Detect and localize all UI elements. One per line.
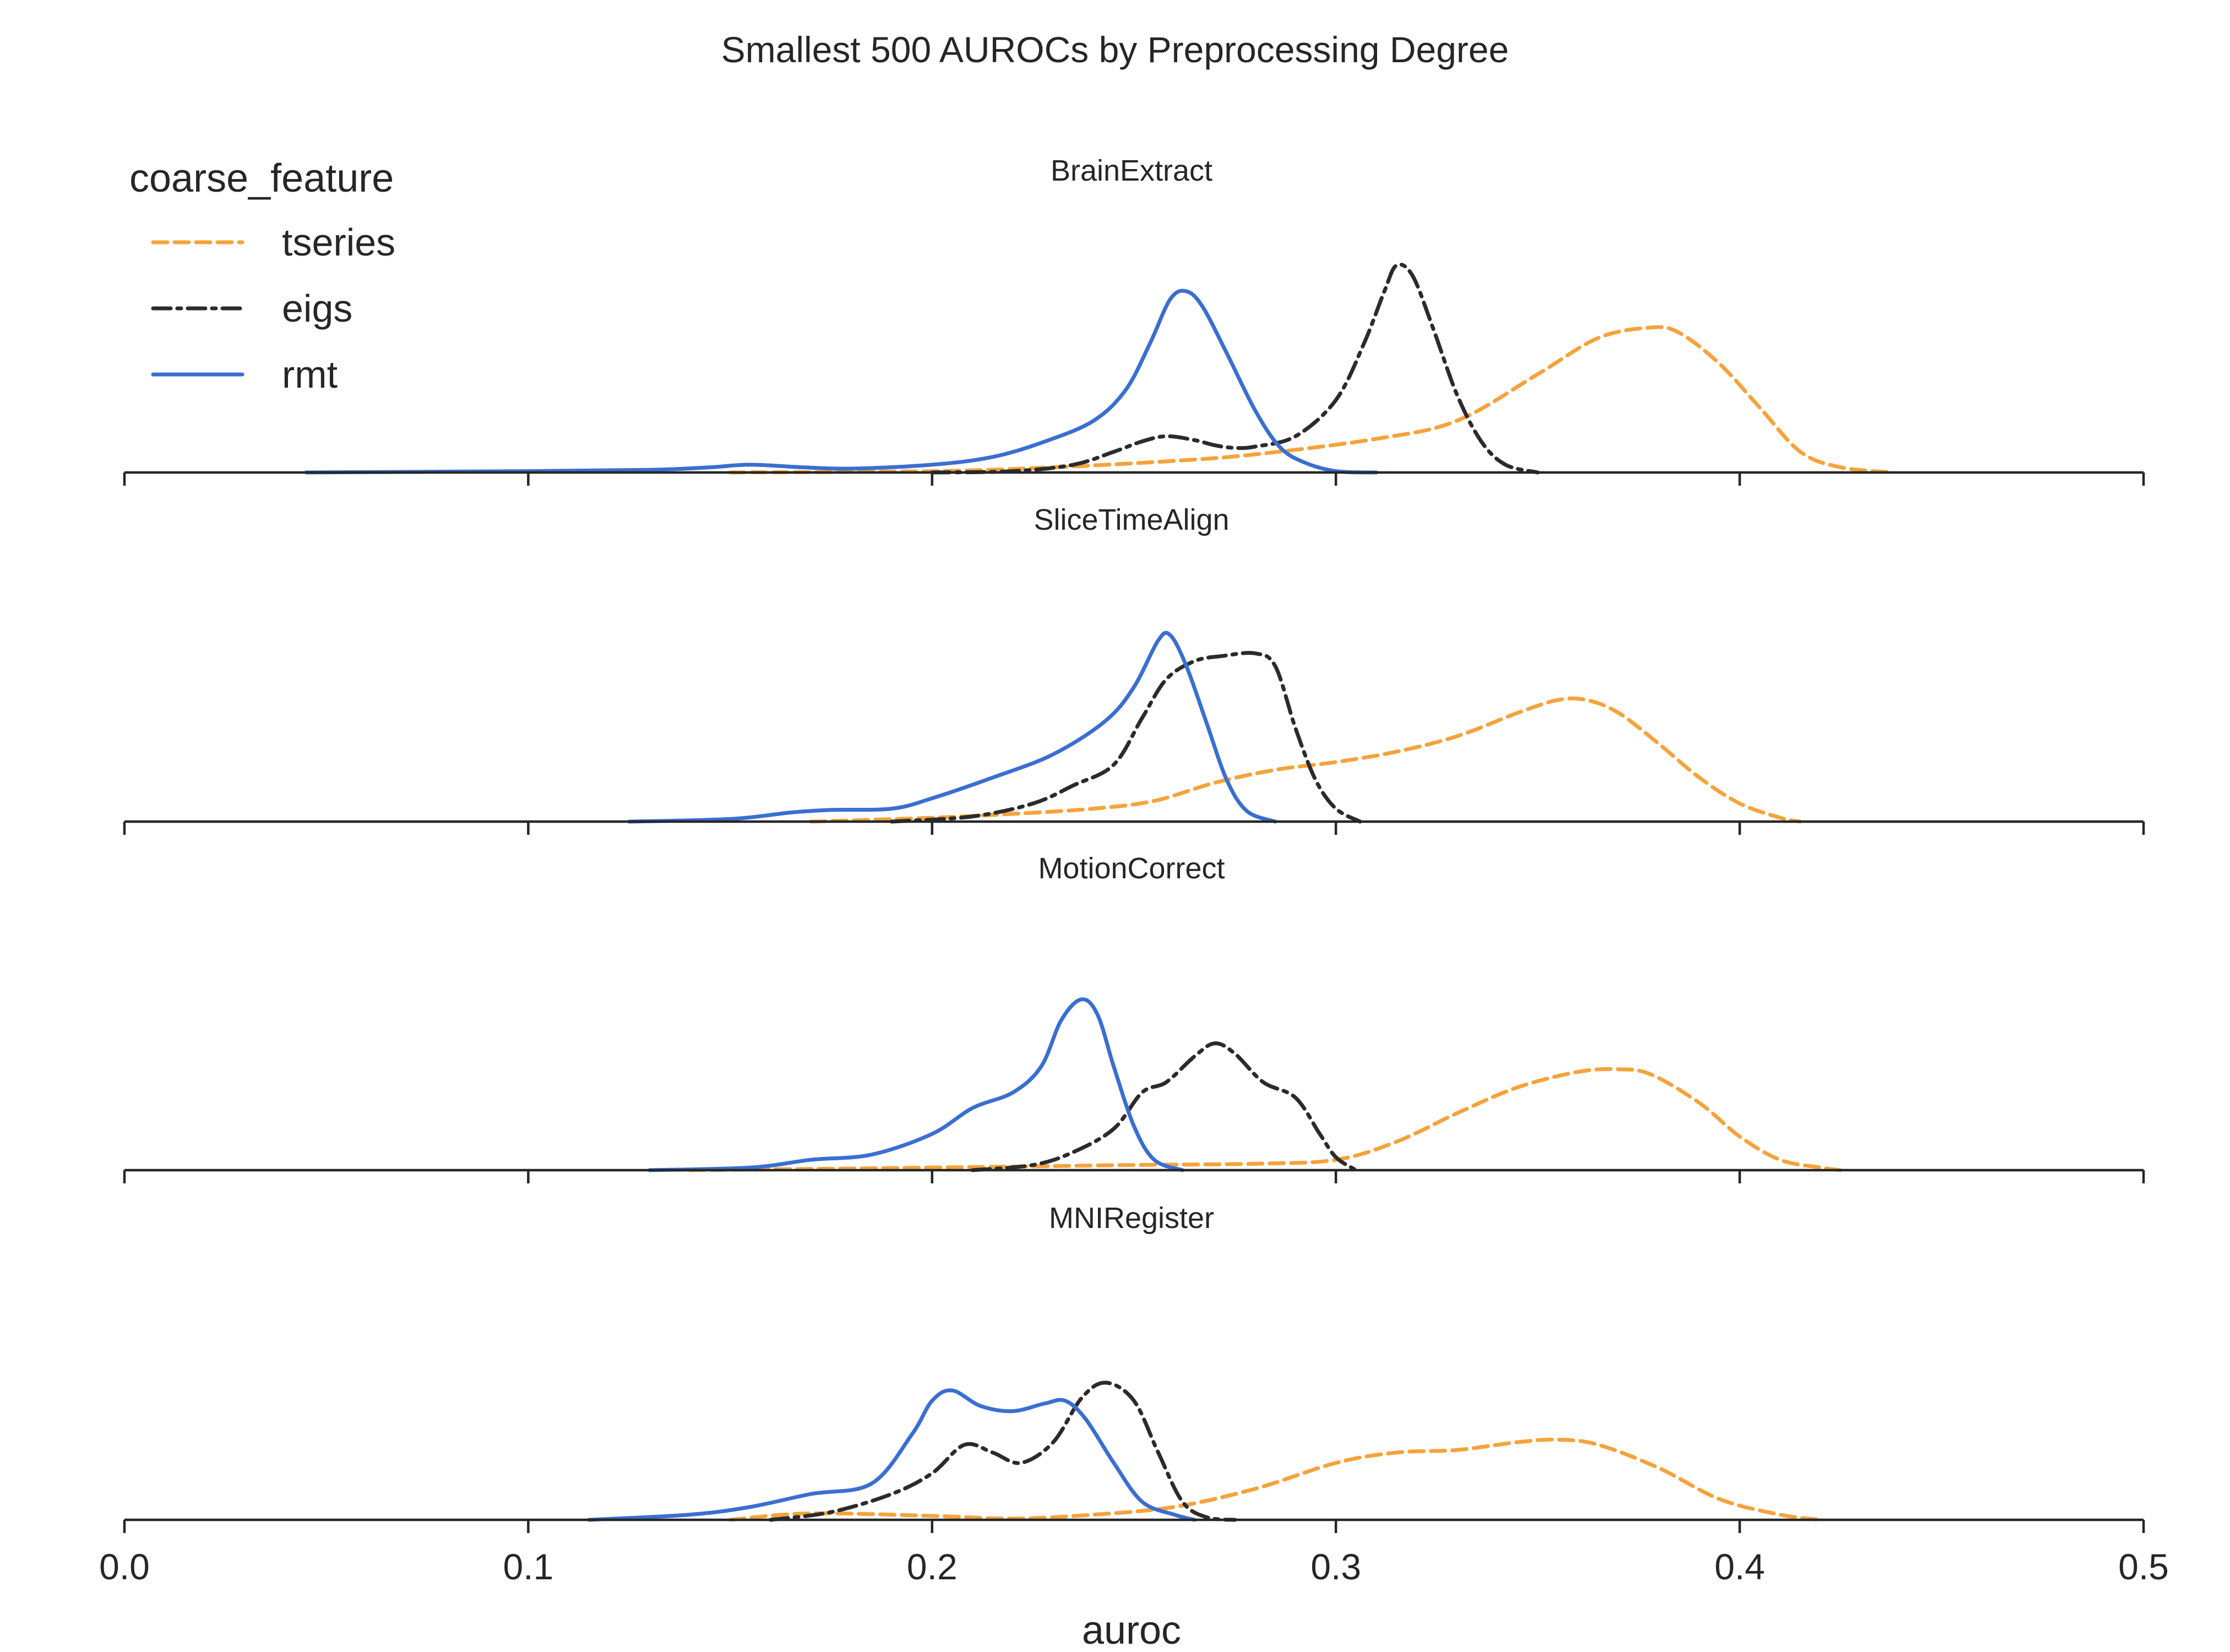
legend-entry-tseries: tseries bbox=[151, 221, 395, 264]
facet-title: MotionCorrect bbox=[1038, 852, 1225, 885]
legend-label: tseries bbox=[282, 221, 395, 264]
kde-curve-rmt bbox=[304, 289, 1378, 475]
x-tick-label: 0.4 bbox=[1715, 1546, 1765, 1587]
x-tick-label: 0.2 bbox=[907, 1546, 958, 1587]
facet-panels: BrainExtract SliceTimeAlign MotionCorrect M… bbox=[123, 154, 2145, 1533]
kde-curve-eigs bbox=[930, 262, 1540, 475]
legend-entry-rmt: rmt bbox=[151, 353, 338, 396]
legend: coarse_feature tseries eigs rmt bbox=[129, 156, 395, 396]
kde-curve-tseries bbox=[728, 1437, 1823, 1522]
kde-curve-eigs bbox=[970, 1041, 1358, 1172]
kde-curve-rmt bbox=[647, 997, 1184, 1172]
x-axis: 0.0 0.1 0.2 0.3 0.4 0.5 bbox=[99, 1546, 2169, 1587]
kde-curve-rmt bbox=[586, 1388, 1196, 1522]
kde-curve-rmt bbox=[627, 631, 1277, 824]
x-axis-label: auroc bbox=[1082, 1608, 1181, 1652]
x-tick-label: 0.3 bbox=[1310, 1546, 1361, 1587]
legend-entry-eigs: eigs bbox=[151, 287, 352, 330]
legend-entries: tseries eigs rmt bbox=[151, 221, 395, 396]
facet-title: SliceTimeAlign bbox=[1034, 503, 1229, 536]
x-tick-label: 0.0 bbox=[99, 1546, 150, 1587]
facet-title: MNIRegister bbox=[1049, 1202, 1214, 1235]
kde-curve-tseries bbox=[688, 1067, 1843, 1172]
kde-curve-eigs bbox=[890, 651, 1362, 824]
facet-mniregister: MNIRegister bbox=[123, 1202, 2145, 1533]
legend-label: rmt bbox=[282, 353, 338, 396]
legend-label: eigs bbox=[282, 287, 352, 330]
kde-curve-tseries bbox=[728, 325, 1895, 475]
facet-title: BrainExtract bbox=[1051, 154, 1212, 187]
chart-title: Smallest 500 AUROCs by Preprocessing Deg… bbox=[721, 29, 1509, 70]
x-tick-label: 0.5 bbox=[2118, 1546, 2169, 1587]
facet-slicetimealign: SliceTimeAlign bbox=[123, 503, 2145, 835]
x-tick-label: 0.1 bbox=[503, 1546, 554, 1587]
facet-brainextract: BrainExtract bbox=[123, 154, 2145, 486]
kde-curve-eigs bbox=[768, 1381, 1237, 1522]
facet-motioncorrect: MotionCorrect bbox=[123, 852, 2145, 1183]
legend-title: coarse_feature bbox=[129, 156, 394, 200]
kde-curve-tseries bbox=[809, 696, 1803, 824]
